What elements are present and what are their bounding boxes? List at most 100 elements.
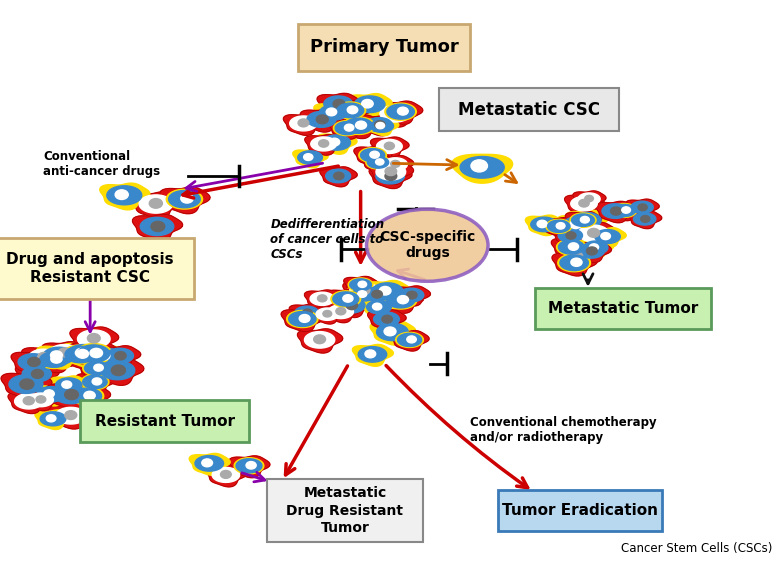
- Circle shape: [358, 291, 367, 297]
- Circle shape: [385, 167, 397, 175]
- Polygon shape: [572, 241, 612, 263]
- Circle shape: [58, 348, 71, 357]
- Circle shape: [376, 122, 385, 129]
- Polygon shape: [578, 243, 604, 258]
- Polygon shape: [69, 341, 119, 368]
- Polygon shape: [16, 364, 59, 387]
- Circle shape: [20, 379, 34, 389]
- Circle shape: [586, 247, 597, 255]
- Polygon shape: [570, 213, 596, 227]
- Circle shape: [323, 310, 332, 317]
- Polygon shape: [358, 347, 387, 362]
- Polygon shape: [93, 358, 144, 385]
- Polygon shape: [542, 218, 577, 237]
- Circle shape: [580, 216, 590, 223]
- Circle shape: [115, 190, 129, 200]
- Polygon shape: [40, 352, 68, 368]
- Polygon shape: [85, 362, 109, 374]
- Polygon shape: [561, 253, 594, 271]
- Polygon shape: [564, 249, 590, 263]
- Circle shape: [376, 159, 384, 165]
- Polygon shape: [350, 279, 372, 291]
- Circle shape: [84, 391, 95, 400]
- Polygon shape: [366, 118, 399, 136]
- Polygon shape: [35, 410, 72, 429]
- Polygon shape: [31, 384, 72, 406]
- Polygon shape: [295, 306, 318, 319]
- Polygon shape: [343, 276, 378, 295]
- Polygon shape: [78, 330, 110, 348]
- Polygon shape: [631, 201, 653, 213]
- Circle shape: [568, 243, 579, 250]
- Polygon shape: [100, 183, 150, 210]
- Polygon shape: [290, 116, 317, 131]
- Circle shape: [390, 108, 401, 118]
- Polygon shape: [397, 334, 422, 346]
- Circle shape: [299, 314, 310, 323]
- Circle shape: [65, 411, 77, 419]
- Ellipse shape: [367, 209, 488, 282]
- Polygon shape: [596, 201, 636, 223]
- Circle shape: [318, 140, 328, 147]
- Polygon shape: [387, 293, 415, 308]
- FancyBboxPatch shape: [267, 479, 423, 542]
- Polygon shape: [322, 135, 350, 150]
- Polygon shape: [376, 164, 405, 180]
- Polygon shape: [63, 345, 97, 364]
- Polygon shape: [18, 354, 49, 370]
- FancyBboxPatch shape: [298, 24, 470, 71]
- Polygon shape: [75, 343, 112, 364]
- Circle shape: [385, 172, 397, 181]
- Circle shape: [390, 160, 400, 167]
- Circle shape: [75, 349, 88, 357]
- Polygon shape: [369, 166, 412, 189]
- Circle shape: [303, 153, 313, 160]
- Polygon shape: [46, 383, 96, 409]
- Polygon shape: [100, 346, 141, 368]
- Polygon shape: [385, 103, 416, 120]
- Polygon shape: [565, 211, 601, 231]
- Circle shape: [77, 350, 89, 358]
- Polygon shape: [50, 376, 88, 396]
- Polygon shape: [595, 230, 620, 243]
- Circle shape: [572, 252, 583, 260]
- Polygon shape: [28, 349, 59, 366]
- Polygon shape: [578, 193, 601, 205]
- Polygon shape: [310, 137, 336, 151]
- Circle shape: [303, 309, 312, 316]
- Polygon shape: [361, 298, 397, 317]
- Polygon shape: [328, 119, 367, 139]
- Polygon shape: [298, 151, 322, 164]
- Polygon shape: [348, 93, 392, 117]
- Circle shape: [641, 216, 650, 222]
- Circle shape: [181, 194, 193, 203]
- Circle shape: [358, 281, 367, 287]
- Circle shape: [407, 291, 417, 299]
- Polygon shape: [564, 194, 604, 215]
- Polygon shape: [612, 204, 637, 218]
- Polygon shape: [384, 291, 417, 309]
- Circle shape: [246, 462, 256, 469]
- Polygon shape: [65, 385, 111, 409]
- Polygon shape: [67, 344, 100, 362]
- Polygon shape: [212, 467, 240, 482]
- Polygon shape: [359, 148, 387, 163]
- FancyBboxPatch shape: [439, 88, 619, 132]
- Polygon shape: [166, 189, 202, 209]
- Polygon shape: [236, 459, 262, 473]
- Polygon shape: [361, 149, 385, 162]
- Circle shape: [316, 115, 328, 124]
- Polygon shape: [371, 120, 394, 132]
- Circle shape: [579, 216, 590, 224]
- Polygon shape: [310, 306, 344, 324]
- Polygon shape: [54, 385, 87, 404]
- Polygon shape: [563, 217, 593, 233]
- Polygon shape: [100, 361, 135, 380]
- Circle shape: [298, 119, 309, 127]
- Circle shape: [372, 290, 383, 298]
- Polygon shape: [317, 93, 361, 117]
- Polygon shape: [572, 222, 617, 247]
- Polygon shape: [331, 291, 361, 307]
- Circle shape: [347, 106, 358, 114]
- Text: Dedifferentiation
of cancer cells to
CSCs: Dedifferentiation of cancer cells to CSC…: [270, 218, 385, 261]
